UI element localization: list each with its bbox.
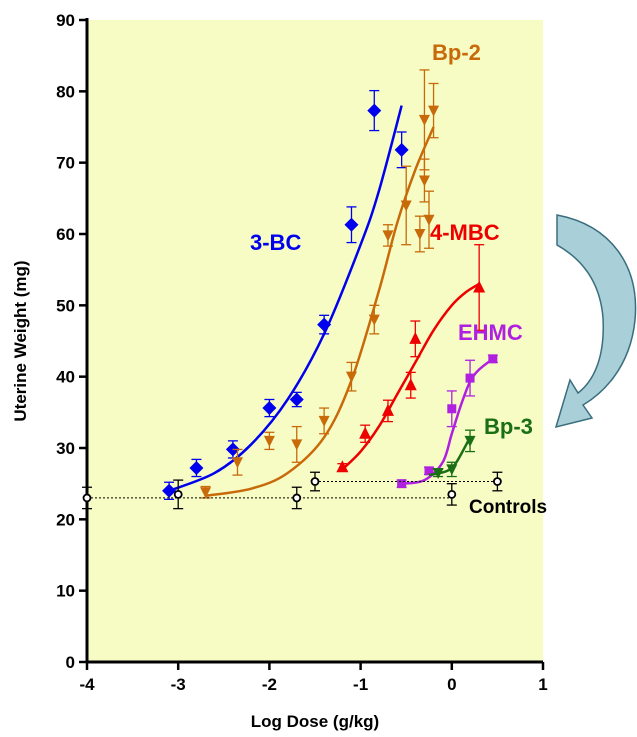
series-label-controls: Controls bbox=[469, 497, 547, 518]
x-tick-label: -4 bbox=[79, 675, 95, 694]
axes: 0 10 20 30 40 50 60 70 80 90 -4 -3 -2 -1 0 1 bbox=[56, 11, 548, 694]
fit-curve bbox=[168, 105, 403, 492]
plot-area bbox=[87, 20, 543, 662]
data-point bbox=[345, 371, 357, 383]
series-controls bbox=[82, 471, 503, 510]
data-point bbox=[446, 464, 458, 476]
data-point bbox=[189, 460, 204, 475]
fit-curve bbox=[401, 357, 494, 485]
y-tick-label: 80 bbox=[56, 82, 75, 101]
data-point bbox=[368, 314, 380, 326]
arrow-shape bbox=[554, 214, 637, 429]
data-point bbox=[382, 230, 394, 242]
y-tick-label: 40 bbox=[56, 368, 75, 387]
series-label-bp-2: Bp-2 bbox=[432, 40, 481, 65]
y-tick-label: 0 bbox=[66, 653, 75, 672]
data-point bbox=[464, 435, 476, 447]
data-point bbox=[262, 401, 277, 416]
data-point bbox=[428, 105, 440, 117]
data-point bbox=[418, 175, 430, 187]
labels-layer: Log Dose (g/kg) Uterine Weight (mg) 3-BC… bbox=[11, 40, 547, 731]
data-point bbox=[292, 493, 302, 503]
data-point bbox=[173, 489, 183, 499]
series-label-3-bc: 3-BC bbox=[250, 230, 301, 255]
curved-arrow-icon bbox=[554, 214, 637, 429]
data-point bbox=[263, 435, 275, 447]
data-point bbox=[432, 467, 444, 479]
x-axis-label: Log Dose (g/kg) bbox=[251, 712, 379, 731]
data-point bbox=[447, 404, 457, 414]
fit-curve bbox=[341, 282, 480, 471]
series-label-bp-3: Bp-3 bbox=[484, 414, 533, 439]
y-tick-label: 10 bbox=[56, 582, 75, 601]
data-point bbox=[381, 403, 394, 416]
y-axis-label: Uterine Weight (mg) bbox=[11, 260, 30, 421]
data-point bbox=[289, 392, 304, 407]
data-point bbox=[318, 415, 330, 427]
data-point bbox=[344, 217, 359, 232]
data-point bbox=[400, 200, 412, 212]
series-layer bbox=[82, 69, 503, 510]
x-tick-label: 1 bbox=[538, 675, 547, 694]
series-bp-3 bbox=[428, 429, 476, 479]
series-label-ehmc: EHMC bbox=[458, 320, 523, 345]
data-point bbox=[492, 477, 502, 486]
series-label-4-mbc: 4-MBC bbox=[430, 220, 500, 245]
series-3-bc bbox=[162, 89, 409, 501]
data-point bbox=[424, 466, 434, 476]
data-point bbox=[397, 479, 407, 489]
data-point bbox=[200, 487, 212, 499]
data-point bbox=[465, 373, 475, 383]
data-point bbox=[359, 426, 372, 439]
data-point bbox=[414, 229, 426, 240]
data-point bbox=[367, 103, 382, 118]
series-4-mbc bbox=[336, 244, 486, 473]
y-tick-label: 30 bbox=[56, 439, 75, 458]
y-tick-label: 20 bbox=[56, 510, 75, 529]
data-point bbox=[473, 280, 486, 293]
y-tick-label: 60 bbox=[56, 225, 75, 244]
series-bp-2 bbox=[200, 69, 440, 499]
y-tick-label: 90 bbox=[56, 11, 75, 30]
data-point bbox=[82, 493, 92, 503]
x-tick-label: -3 bbox=[171, 675, 186, 694]
data-point bbox=[162, 483, 177, 498]
data-point bbox=[488, 354, 498, 364]
y-tick-label: 50 bbox=[56, 296, 75, 315]
data-point bbox=[404, 378, 417, 391]
plot-background bbox=[87, 20, 543, 662]
data-point bbox=[317, 317, 332, 332]
data-point bbox=[310, 477, 320, 486]
data-point bbox=[409, 331, 422, 344]
data-point bbox=[423, 214, 435, 226]
series-ehmc bbox=[396, 354, 498, 489]
x-tick-label: -1 bbox=[353, 675, 368, 694]
x-tick-label: 0 bbox=[447, 675, 456, 694]
y-tick-label: 70 bbox=[56, 154, 75, 173]
data-point bbox=[336, 460, 349, 473]
data-point bbox=[394, 142, 409, 157]
data-point bbox=[231, 457, 243, 469]
data-point bbox=[418, 114, 430, 126]
x-tick-label: -2 bbox=[262, 675, 277, 694]
data-point bbox=[291, 439, 303, 451]
data-point bbox=[447, 489, 457, 499]
